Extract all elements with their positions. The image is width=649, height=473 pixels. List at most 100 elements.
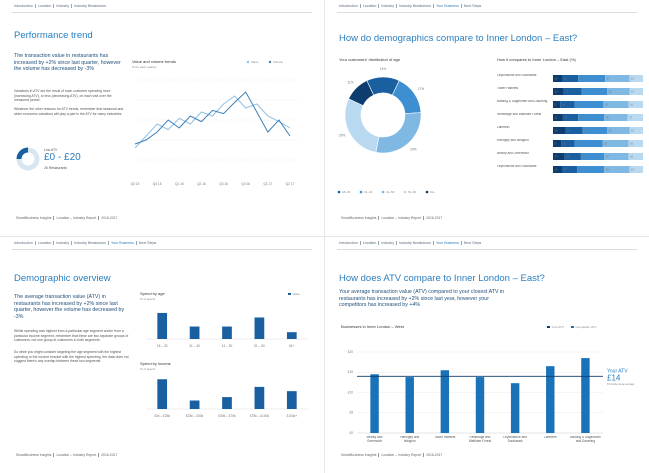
x-tick-label: £0k – £25k [154, 414, 170, 418]
segment-label: 15 [631, 128, 634, 132]
footer-item: Location – Industry Report [53, 216, 99, 220]
bar-segment [578, 114, 605, 121]
bar-segment [628, 101, 643, 108]
bar [222, 326, 232, 339]
atv-icon [16, 147, 40, 171]
legend-label: Competitor ATV [576, 325, 597, 329]
x-tick-label: Q3 15 [131, 182, 140, 186]
chart-title: Spend by income [140, 361, 172, 366]
breadcrumb-item[interactable]: Your Business [432, 241, 461, 245]
bar-segment [628, 153, 643, 160]
bar-segment [553, 88, 564, 95]
legend-label: Your ATV [552, 325, 564, 329]
breadcrumb-item[interactable]: Industry [53, 241, 72, 245]
lead-text: The average transaction value (ATV) in r… [14, 294, 125, 320]
bar [581, 358, 590, 433]
chart-subtitle: % for each quarter [132, 65, 157, 69]
footer-item: 2016-2017 [423, 453, 445, 457]
breadcrumb-item[interactable]: Location [359, 241, 379, 245]
category-label: Lambeth [544, 436, 557, 439]
breadcrumb: Introduction Location Industry Industry Bre… [12, 241, 159, 245]
segment-label: 27 [607, 76, 610, 80]
chart-title: Businesses in Inner London – West [341, 324, 405, 329]
footer-item: Location – Industry Report [378, 453, 424, 457]
breadcrumb-item[interactable]: Next Steps [135, 241, 159, 245]
breadcrumb-item[interactable]: Your Business [432, 4, 461, 8]
segment-label: 20 [565, 89, 568, 93]
bar-segment [553, 153, 565, 160]
breadcrumb-item[interactable]: Location [34, 241, 54, 245]
bar-segment [553, 166, 562, 173]
segment-label: 12 [555, 89, 558, 93]
bar [157, 312, 168, 339]
breadcrumb-item[interactable]: Industry Breakdown [71, 241, 108, 245]
legend-label: 61+ [430, 190, 435, 194]
segment-label: 30 [580, 76, 583, 80]
breadcrumb-item[interactable]: Location [34, 4, 54, 8]
label-box: Tower Hamlets [434, 436, 455, 439]
breadcrumb-item[interactable]: Industry Breakdown [396, 241, 433, 245]
breadcrumb-item[interactable]: Introduction [14, 241, 33, 245]
label-box: Leytonstone and Southwark [497, 74, 537, 77]
bar [286, 391, 297, 409]
y-tick-label: £15 [348, 370, 354, 374]
breadcrumb-item[interactable]: Next Steps [460, 241, 484, 245]
bar-segment [553, 101, 561, 108]
y-tick-label: £10 [348, 390, 354, 394]
segment-label: 28 [583, 89, 586, 93]
breadcrumb-item[interactable]: Next Steps [460, 4, 484, 8]
segment-label: 10 [555, 167, 558, 171]
legend-label: Value [293, 292, 301, 296]
breadcrumb-item[interactable]: Industry [53, 4, 72, 8]
breadcrumb-item[interactable]: Industry [378, 4, 397, 8]
legend-swatch [425, 190, 429, 194]
breadcrumb-item[interactable]: Industry Breakdown [396, 4, 433, 8]
atv-label: Low ATV [44, 148, 58, 152]
bar-segment [607, 127, 630, 134]
segment-label: 10 [555, 76, 558, 80]
series-line [134, 91, 291, 145]
bar [254, 386, 265, 409]
bar-segment [604, 153, 629, 160]
segment-label: 27 [606, 154, 609, 158]
segment-label: 17 [564, 115, 567, 119]
y-tick-label: £20 [348, 350, 354, 354]
bar-segment [604, 114, 628, 121]
x-tick-label: £50k – £75k [218, 414, 236, 418]
chart-subtitle: % of spend [140, 297, 155, 301]
breadcrumb-item[interactable]: Industry Breakdown [71, 4, 108, 8]
x-tick-label: Q2 17 [286, 182, 295, 186]
breadcrumb-item[interactable]: Introduction [339, 241, 358, 245]
segment-label: 11% [347, 80, 353, 84]
footer-item: SmartBusiness Insights [16, 216, 52, 220]
label-box: Haringey and Islington [400, 436, 419, 443]
segment-label: 16 [630, 154, 633, 158]
breadcrumb-item[interactable]: Your Business [107, 241, 136, 245]
segment-label: 9 [555, 141, 557, 145]
x-tick-label: Q2 16 [197, 182, 206, 186]
atv-page: Introduction Location Industry Industry Bre… [325, 237, 649, 473]
x-tick-label: £100k+ [287, 414, 298, 418]
paragraph: So while you might consider targeting th… [14, 350, 129, 364]
breadcrumb-item[interactable]: Industry [378, 241, 397, 245]
label-box: Leytonstone and Southwark [497, 165, 537, 168]
atv-note: 26 Restaurants [44, 166, 67, 170]
series-line [134, 95, 291, 149]
segment-label: 29 [604, 141, 607, 145]
segment-label: 17 [564, 167, 567, 171]
divider [12, 12, 312, 13]
atv-range: £0 - £20 [44, 152, 81, 163]
segment-label: 18 [564, 76, 567, 80]
legend-label: Volume [273, 60, 283, 64]
breadcrumb-item[interactable]: Location [359, 4, 379, 8]
lead-text: Your average transaction value (ATV) com… [339, 289, 505, 309]
breadcrumb-item[interactable]: Introduction [14, 4, 33, 8]
breadcrumb-item[interactable]: Introduction [339, 4, 358, 8]
segment-label: 14 [555, 128, 558, 132]
footer: SmartBusiness Insights Location – Industr… [14, 453, 120, 457]
segment-label: 11 [555, 115, 558, 119]
x-tick-label: Q3 16 [219, 182, 228, 186]
label-box: Bexley and Greenwich [497, 152, 529, 155]
x-tick-label: Q1 17 [264, 182, 273, 186]
chart-title: Your customers' distribution of age [339, 57, 401, 62]
